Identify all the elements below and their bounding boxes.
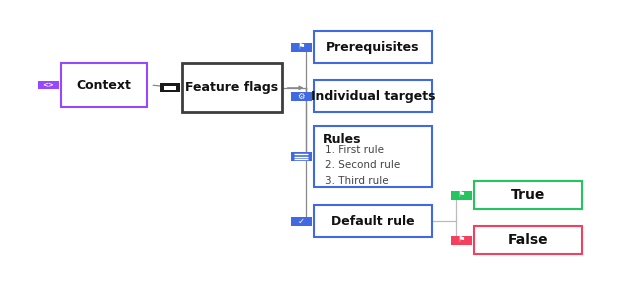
Text: 3. Third rule: 3. Third rule — [325, 176, 388, 186]
Text: Prerequisites: Prerequisites — [326, 40, 420, 54]
Text: Rules: Rules — [323, 133, 361, 146]
Text: ⚑: ⚑ — [298, 42, 305, 51]
FancyBboxPatch shape — [291, 152, 312, 161]
FancyBboxPatch shape — [474, 226, 582, 254]
Text: 1. First rule: 1. First rule — [325, 145, 384, 155]
FancyBboxPatch shape — [38, 80, 59, 89]
Text: Individual targets: Individual targets — [310, 90, 435, 103]
Text: False: False — [508, 233, 548, 247]
FancyBboxPatch shape — [314, 80, 432, 112]
FancyBboxPatch shape — [291, 42, 312, 52]
Text: ✓: ✓ — [298, 217, 305, 226]
Text: Feature flags: Feature flags — [186, 81, 278, 94]
FancyBboxPatch shape — [451, 236, 472, 245]
Text: Context: Context — [77, 78, 131, 92]
Text: <>: <> — [43, 82, 54, 88]
Text: ⚑: ⚑ — [458, 190, 465, 199]
Text: 2. Second rule: 2. Second rule — [325, 160, 401, 170]
FancyBboxPatch shape — [164, 86, 176, 90]
FancyBboxPatch shape — [291, 92, 312, 101]
Text: True: True — [511, 188, 545, 202]
Text: ⚙: ⚙ — [298, 92, 305, 101]
FancyBboxPatch shape — [291, 217, 312, 226]
FancyBboxPatch shape — [314, 31, 432, 63]
Text: Default rule: Default rule — [331, 215, 415, 228]
FancyBboxPatch shape — [182, 63, 282, 112]
FancyBboxPatch shape — [314, 126, 432, 187]
FancyBboxPatch shape — [160, 83, 180, 92]
FancyBboxPatch shape — [451, 191, 472, 200]
FancyBboxPatch shape — [61, 63, 147, 107]
Text: ⚑: ⚑ — [458, 235, 465, 244]
FancyBboxPatch shape — [314, 205, 432, 237]
FancyBboxPatch shape — [474, 181, 582, 209]
